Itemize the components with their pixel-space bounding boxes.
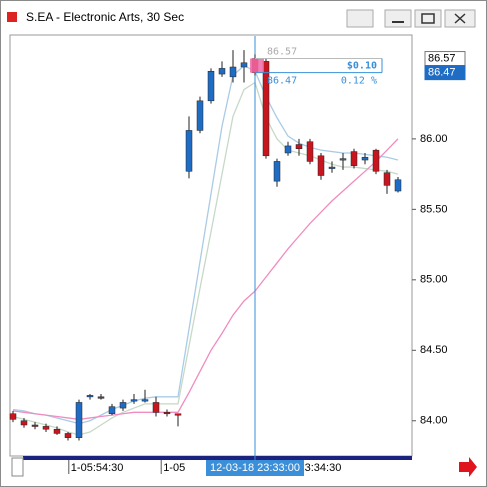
candle-body — [306, 141, 314, 162]
scrollbar[interactable] — [23, 456, 412, 460]
scroll-box[interactable] — [11, 457, 24, 477]
measure-change: $0.10 — [347, 61, 377, 72]
x-tick-label: 1-05 — [163, 462, 185, 474]
candle-body — [174, 413, 182, 416]
candle-body — [262, 61, 270, 157]
maximize-button[interactable] — [414, 9, 442, 28]
crosshair-label: 12-03-18 23:33:00 — [210, 462, 300, 474]
y-tick-label: 84.50 — [420, 344, 448, 356]
candle-body — [9, 413, 17, 420]
candle-body — [284, 145, 292, 154]
measure-low: 86.47 — [267, 76, 297, 87]
candle-body — [339, 158, 347, 161]
plot-area — [9, 34, 413, 457]
candle-body — [75, 402, 83, 438]
candle-body — [295, 144, 303, 150]
candle-body — [273, 161, 281, 182]
candle-body — [361, 156, 369, 161]
candle-body — [317, 155, 325, 176]
candle-body — [240, 62, 248, 68]
candle-body — [229, 66, 237, 78]
candle-body — [207, 70, 215, 102]
app-icon — [7, 12, 17, 22]
candle-body — [350, 151, 358, 166]
measure-highlight — [250, 58, 264, 73]
measure-high: 86.57 — [267, 47, 297, 58]
candle-body — [163, 412, 171, 415]
candle-body — [218, 68, 226, 75]
y-tick-label: 86.00 — [420, 133, 448, 145]
candle-body — [141, 399, 149, 402]
window-title: S.EA - Electronic Arts, 30 Sec — [26, 10, 184, 24]
candle-body — [86, 395, 94, 398]
scroll-arrow[interactable] — [459, 457, 477, 477]
candle-body — [42, 426, 50, 430]
candle-body — [130, 399, 138, 402]
x-tick-label: 1-05:54:30 — [71, 462, 124, 474]
candle-body — [53, 428, 61, 434]
close-icon — [454, 13, 466, 24]
measure-percent: 0.12 % — [341, 76, 377, 87]
crosshair-label-box — [206, 460, 304, 476]
y-tick-label: 85.50 — [420, 203, 448, 215]
candle-body — [196, 100, 204, 131]
candle-body — [185, 130, 193, 172]
candle-body — [328, 166, 336, 169]
candle-body — [31, 424, 39, 427]
x-tick-label: 23:34:30 — [299, 462, 342, 474]
link-button[interactable] — [346, 9, 374, 28]
candle-body — [119, 402, 127, 409]
y-tick-label: 84.00 — [420, 415, 448, 427]
chart-layer: 84.00 84.50 85.00 85.50 86.00 1-05:54:30 1-05 2… — [9, 36, 466, 476]
candle-body — [383, 172, 391, 186]
price-marker-label: 86.47 — [428, 67, 456, 79]
candle-body — [372, 149, 380, 172]
candle-body — [152, 402, 160, 413]
price-marker — [424, 65, 466, 81]
price-marker-label: 86.57 — [428, 52, 456, 64]
candle-body — [20, 420, 28, 426]
minimize-button[interactable] — [384, 9, 412, 28]
candle-body — [97, 396, 105, 399]
maximize-icon — [421, 13, 435, 24]
candle-body — [108, 406, 116, 414]
candle-body — [64, 433, 72, 438]
candle-body — [394, 179, 402, 192]
y-tick-label: 85.00 — [420, 274, 448, 286]
